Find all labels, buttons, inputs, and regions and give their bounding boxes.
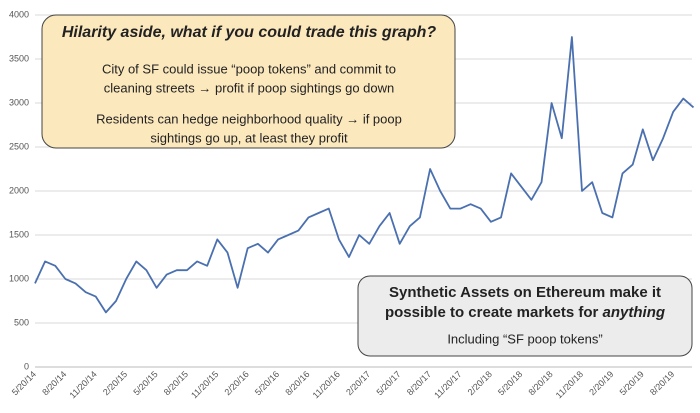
x-tick-label: 2/20/15 — [101, 369, 129, 397]
x-tick-label: 5/20/15 — [131, 369, 159, 397]
annotation-title: possible to create markets for anything — [385, 304, 665, 321]
x-tick-label: 5/20/14 — [10, 369, 38, 397]
annotation-title: Synthetic Assets on Ethereum make it — [389, 284, 661, 301]
annotation-text: cleaning streets → profit if poop sighti… — [104, 80, 395, 95]
y-tick-label: 500 — [14, 317, 29, 327]
annotation-box — [41, 14, 456, 149]
x-tick-label: 5/20/16 — [253, 369, 281, 397]
annotation-text: sightings go up, at least they profit — [150, 130, 348, 145]
x-tick-label: 8/20/14 — [40, 369, 68, 397]
x-tick-label: 8/20/16 — [283, 369, 311, 397]
x-tick-label: 11/20/14 — [67, 369, 98, 400]
y-tick-label: 1000 — [9, 273, 29, 283]
x-tick-label: 5/20/18 — [496, 369, 524, 397]
annotation-box — [357, 275, 693, 357]
y-tick-label: 0 — [24, 361, 29, 371]
x-tick-label: 11/20/17 — [432, 369, 463, 400]
x-tick-label: 8/20/17 — [405, 369, 433, 397]
x-tick-label: 11/20/18 — [554, 369, 585, 400]
x-tick-label: 2/20/16 — [223, 369, 251, 397]
line — [34, 36, 695, 314]
x-tick-label: 11/20/15 — [189, 369, 220, 400]
x-tick-label: 2/20/18 — [466, 369, 494, 397]
y-tick-label: 3000 — [9, 97, 29, 107]
annotation-title: Hilarity aside, what if you could trade … — [62, 24, 437, 41]
y-tick-label: 4000 — [9, 9, 29, 19]
annotation-title: possible to create markets for — [385, 304, 599, 321]
y-tick-label: 3500 — [9, 53, 29, 63]
x-tick-label: 8/20/18 — [526, 369, 554, 397]
x-tick-label: 5/20/17 — [374, 369, 402, 397]
x-tick-label: 2/20/17 — [344, 369, 372, 397]
x-tick-label: 2/20/19 — [587, 369, 615, 397]
x-tick-label: 5/20/19 — [618, 369, 646, 397]
y-tick-label: 2000 — [9, 185, 29, 195]
y-tick-label: 2500 — [9, 141, 29, 151]
x-tick-label: 8/20/19 — [648, 369, 676, 397]
x-tick-label: 11/20/16 — [311, 369, 342, 400]
y-tick-label: 1500 — [9, 229, 29, 239]
annotation-text: Including “SF poop tokens” — [447, 331, 602, 346]
x-tick-label: 8/20/15 — [162, 369, 190, 397]
annotation-emphasis: anything — [603, 304, 666, 321]
annotation-text: City of SF could issue “poop tokens” and… — [102, 61, 396, 76]
annotation-text: Residents can hedge neighborhood quality… — [96, 111, 402, 126]
